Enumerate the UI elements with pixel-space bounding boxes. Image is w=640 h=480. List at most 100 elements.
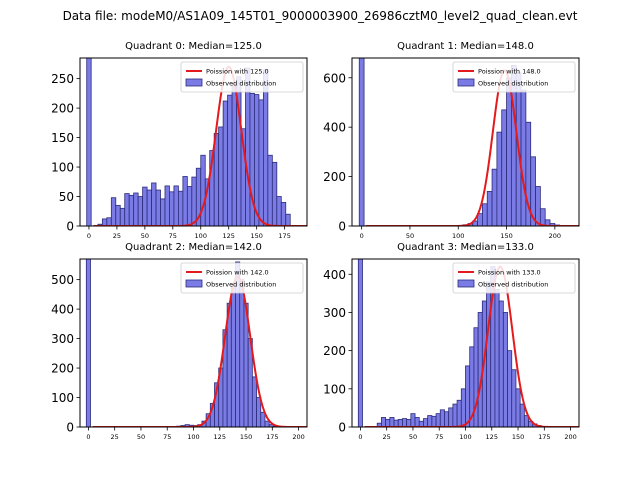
histogram-bar	[155, 189, 161, 226]
histogram-bar	[502, 312, 508, 427]
chart-title: Quadrant 3: Median=133.0	[397, 242, 534, 253]
legend: Poission with 142.0 Observed distribution	[180, 262, 304, 294]
histogram-bar	[486, 281, 492, 427]
x-tick-label: 50	[137, 433, 145, 441]
histogram-bar	[267, 154, 273, 226]
histogram-bar	[494, 289, 500, 427]
y-tick-label: 100	[51, 391, 74, 405]
y-tick-label: 50	[59, 190, 74, 204]
histogram-bar	[169, 191, 175, 226]
x-tick-label: 200	[564, 433, 576, 441]
histogram-bar-spike	[358, 58, 365, 226]
histogram-bar	[515, 388, 521, 427]
histogram-bar	[486, 191, 493, 226]
y-tick-label: 400	[51, 303, 74, 317]
chart-title: Quadrant 0: Median=125.0	[125, 41, 262, 52]
histogram-bar	[142, 186, 148, 226]
histogram-bar-spike	[357, 259, 363, 427]
legend-box	[180, 262, 304, 294]
histogram-bar	[507, 350, 513, 427]
histogram-bar-spike	[85, 259, 91, 427]
x-tick-label: 25	[383, 433, 391, 441]
histogram-bar	[239, 279, 245, 427]
histogram-bar	[498, 300, 504, 427]
y-tick-label: 0	[66, 421, 74, 435]
x-tick-label: 100	[459, 433, 471, 441]
histogram-bar	[271, 161, 278, 226]
legend: Poission with 133.0 Observed distribution	[452, 262, 576, 294]
x-tick-label: 100	[187, 433, 199, 441]
y-tick-label: 0	[66, 220, 74, 234]
histogram-bar	[491, 168, 498, 226]
legend-bar-swatch	[457, 78, 475, 87]
histogram-bar	[423, 418, 429, 427]
histogram-bar	[115, 204, 121, 226]
chart-quadrant-2: Quadrant 2: Median=142.0 0 25 50 75 100 125 150…	[51, 242, 308, 441]
legend: Poission with 148.0 Observed distribution	[452, 61, 576, 93]
histogram-bar	[146, 189, 152, 226]
x-tick-label: 0	[87, 232, 91, 240]
histogram-bar	[496, 131, 503, 226]
x-tick-label: 150	[250, 232, 262, 240]
histogram-bar	[511, 369, 517, 427]
histogram-bar	[258, 99, 264, 226]
y-tick-label: 300	[323, 306, 346, 320]
y-tick-label: 300	[51, 332, 74, 346]
legend-box	[452, 61, 576, 93]
y-tick-label: 500	[51, 273, 74, 287]
histogram-bar	[406, 418, 412, 427]
x-tick-label: 175	[278, 232, 290, 240]
legend-entry-poisson: Poission with 148.0	[478, 68, 541, 76]
x-tick-label: 75	[163, 433, 171, 441]
legend-entry-poisson: Poission with 133.0	[478, 269, 541, 277]
histogram-bar	[160, 198, 166, 226]
axes-frame	[79, 57, 308, 227]
x-tick-label: 0	[358, 433, 362, 441]
histogram-bar	[101, 218, 108, 226]
x-tick-label: 75	[169, 232, 177, 240]
x-tick-label: 75	[435, 433, 443, 441]
y-tick-label: 600	[323, 71, 346, 85]
histogram-bar	[137, 196, 144, 226]
y-tick-label: 400	[323, 268, 346, 282]
y-tick-label: 250	[51, 72, 74, 86]
histogram-bar	[381, 417, 387, 427]
legend: Poission with 125.0 Observed distribution	[180, 61, 304, 93]
x-tick-label: 150	[500, 232, 512, 240]
histogram-bar	[128, 194, 135, 226]
histogram-bar	[200, 154, 206, 226]
histogram-bar	[482, 203, 488, 226]
legend-entry-observed: Observed distribution	[206, 80, 276, 88]
legend-bar-swatch	[185, 279, 203, 288]
histogram-bar	[397, 418, 403, 427]
histogram-bar	[230, 285, 236, 427]
axes-frame	[351, 57, 580, 227]
x-tick-label: 125	[223, 232, 235, 240]
chart-quadrant-0: Quadrant 0: Median=125.0 0 25 50 75 100 125 150…	[51, 41, 308, 240]
y-tick-label: 200	[323, 170, 346, 184]
histogram-bar	[465, 365, 471, 427]
histogram-bar	[544, 219, 551, 226]
histogram-bar	[539, 208, 546, 226]
histogram-bar	[164, 185, 170, 226]
histogram-bar	[285, 213, 291, 226]
histogram-bar	[191, 176, 197, 226]
poisson-curve	[92, 275, 307, 427]
histogram-bar	[218, 126, 224, 226]
histogram-bar	[520, 89, 527, 226]
histogram-bar	[264, 420, 270, 427]
histogram-bar	[460, 388, 466, 427]
y-tick-label: 100	[323, 382, 346, 396]
histogram-bar	[280, 202, 287, 226]
x-tick-label: 50	[409, 433, 417, 441]
y-tick-label: 200	[323, 344, 346, 358]
suptitle: Data file: modeM0/AS1A09_145T01_90000039…	[63, 9, 578, 23]
histogram-bar	[124, 193, 130, 226]
histogram-bar	[410, 413, 416, 427]
x-tick-label: 100	[452, 232, 464, 240]
x-tick-label: 50	[141, 232, 149, 240]
histogram-bar	[182, 176, 188, 226]
histogram-bar	[427, 415, 433, 427]
histogram-bar	[477, 312, 483, 427]
legend-bar-swatch	[185, 78, 203, 87]
